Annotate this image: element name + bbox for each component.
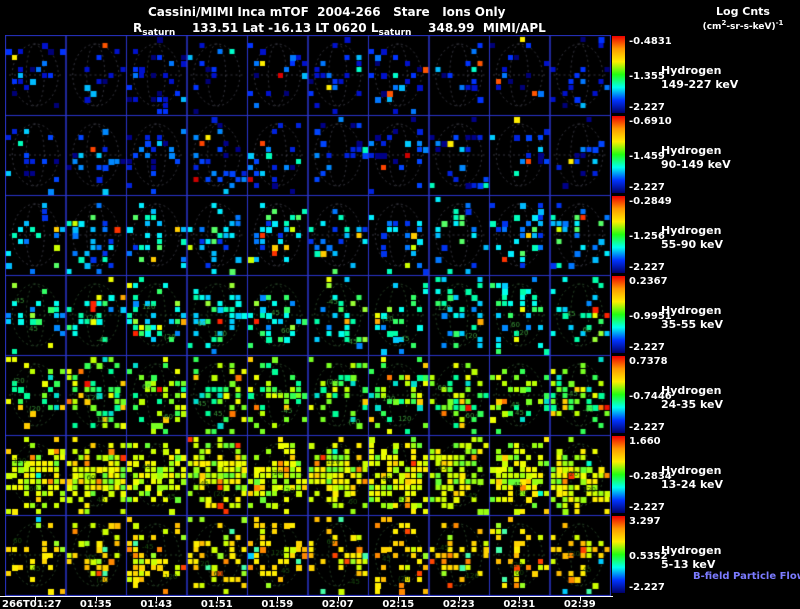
legend-units: (cm2-sr-s-keV)-1: [690, 19, 796, 32]
colorbar-min-label-row-1: -2.227: [629, 102, 665, 113]
colorbar-min-label-row-5: -2.227: [629, 422, 665, 433]
species-label: Hydrogen: [661, 464, 722, 477]
time-tick: [156, 597, 158, 601]
time-tick: [337, 597, 339, 601]
time-label: 02:39: [563, 599, 596, 609]
time-label: 02:07: [321, 599, 354, 609]
energy-range-label: 90-149 keV: [661, 158, 731, 171]
species-label: Hydrogen: [661, 384, 722, 397]
colorbar-min-label-row-3: -2.227: [629, 262, 665, 273]
time-tick: [398, 597, 400, 601]
energy-range-label: 13-24 keV: [661, 478, 724, 491]
colorbar-row-1: [612, 36, 625, 113]
colorbar-mid-label-row-2: -1.459: [629, 151, 665, 162]
time-tick: [95, 597, 97, 601]
time-tick: [216, 597, 218, 601]
time-tick: [579, 597, 581, 601]
channel-label-row-3: Hydrogen 55-90 keV: [661, 224, 723, 252]
unit-body: -sr-s-keV): [726, 22, 776, 32]
colorbar-mid-label-row-4: -0.9951: [629, 311, 672, 322]
colorbar-row-5: [612, 356, 625, 433]
status-line: Rsaturn 133.51 Lat -16.13 LT 0620 Lsatur…: [133, 21, 546, 38]
time-label: 02:15: [382, 599, 415, 609]
energy-range-label: 55-90 keV: [661, 238, 724, 251]
colorbar-row-4: [612, 276, 625, 353]
species-label: Hydrogen: [661, 544, 722, 557]
colorbar-max-label-row-6: 1.660: [629, 436, 661, 447]
time-label: 02:23: [442, 599, 475, 609]
bfield-particle-flow-label: B-field Particle Flow: [693, 571, 800, 582]
time-label: 266T01:27: [2, 599, 62, 609]
sky-map-panel-grid: [5, 35, 611, 596]
energy-range-label: 35-55 keV: [661, 318, 724, 331]
colorbar-row-3: [612, 196, 625, 273]
time-tick: [35, 597, 37, 601]
colorbar-min-label-row-4: -2.227: [629, 342, 665, 353]
species-label: Hydrogen: [661, 144, 722, 157]
colorbar-row-6: [612, 436, 625, 513]
channel-label-row-5: Hydrogen 24-35 keV: [661, 384, 723, 412]
species-label: Hydrogen: [661, 304, 722, 317]
legend-title: Log Cnts: [716, 5, 770, 18]
channel-label-row-7: Hydrogen 5-13 keV: [661, 544, 721, 572]
l-value-agency: 348.99 MIMI/APL: [411, 21, 546, 35]
time-label: 01:59: [261, 599, 294, 609]
channel-label-row-6: Hydrogen 13-24 keV: [661, 464, 723, 492]
colorbar-max-label-row-4: 0.2367: [629, 276, 668, 287]
time-label: 01:35: [79, 599, 112, 609]
time-label: 01:43: [140, 599, 173, 609]
colorbar-max-label-row-5: 0.7378: [629, 356, 668, 367]
colorbar-max-label-row-1: -0.4831: [629, 36, 672, 47]
plot-title: Cassini/MIMI Inca mTOF 2004-266 Stare Io…: [148, 5, 506, 19]
channel-label-row-2: Hydrogen 90-149 keV: [661, 144, 731, 172]
time-tick: [277, 597, 279, 601]
r-subscript: saturn: [142, 28, 176, 38]
r-label: R: [133, 21, 143, 35]
unit-prefix: (cm: [702, 22, 722, 32]
time-label: 02:31: [503, 599, 536, 609]
time-axis-line: [0, 596, 613, 597]
colorbar-mid-label-row-6: -0.2834: [629, 471, 672, 482]
colorbar-min-label-row-7: -2.227: [629, 582, 665, 593]
colorbar-max-label-row-7: 3.297: [629, 516, 661, 527]
energy-range-label: 149-227 keV: [661, 78, 739, 91]
colorbar-mid-label-row-7: 0.5352: [629, 551, 668, 562]
channel-label-row-1: Hydrogen 149-227 keV: [661, 64, 738, 92]
channel-label-row-4: Hydrogen 35-55 keV: [661, 304, 723, 332]
unit-superscript-2: 2: [721, 19, 727, 27]
energy-range-label: 5-13 keV: [661, 558, 716, 571]
time-tick: [458, 597, 460, 601]
l-subscript: saturn: [378, 28, 412, 38]
species-label: Hydrogen: [661, 64, 722, 77]
time-label: 01:51: [200, 599, 233, 609]
time-tick: [519, 597, 521, 601]
colorbar-mid-label-row-1: -1.355: [629, 71, 665, 82]
colorbar-mid-label-row-3: -1.256: [629, 231, 665, 242]
colorbar-max-label-row-3: -0.2849: [629, 196, 672, 207]
colorbar-min-label-row-6: -2.227: [629, 502, 665, 513]
colorbar-max-label-row-2: -0.6910: [629, 116, 672, 127]
colorbar-row-7: [612, 516, 625, 593]
unit-superscript-minus1: -1: [775, 19, 784, 27]
colorbar-mid-label-row-5: -0.7446: [629, 391, 672, 402]
species-label: Hydrogen: [661, 224, 722, 237]
colorbar-legend: Log Cnts (cm2-sr-s-keV)-1: [690, 5, 796, 32]
energy-range-label: 24-35 keV: [661, 398, 724, 411]
colorbar-min-label-row-2: -2.227: [629, 182, 665, 193]
colorbar-row-2: [612, 116, 625, 193]
r-lat-lt-values: 133.51 Lat -16.13 LT 0620 L: [175, 21, 379, 35]
